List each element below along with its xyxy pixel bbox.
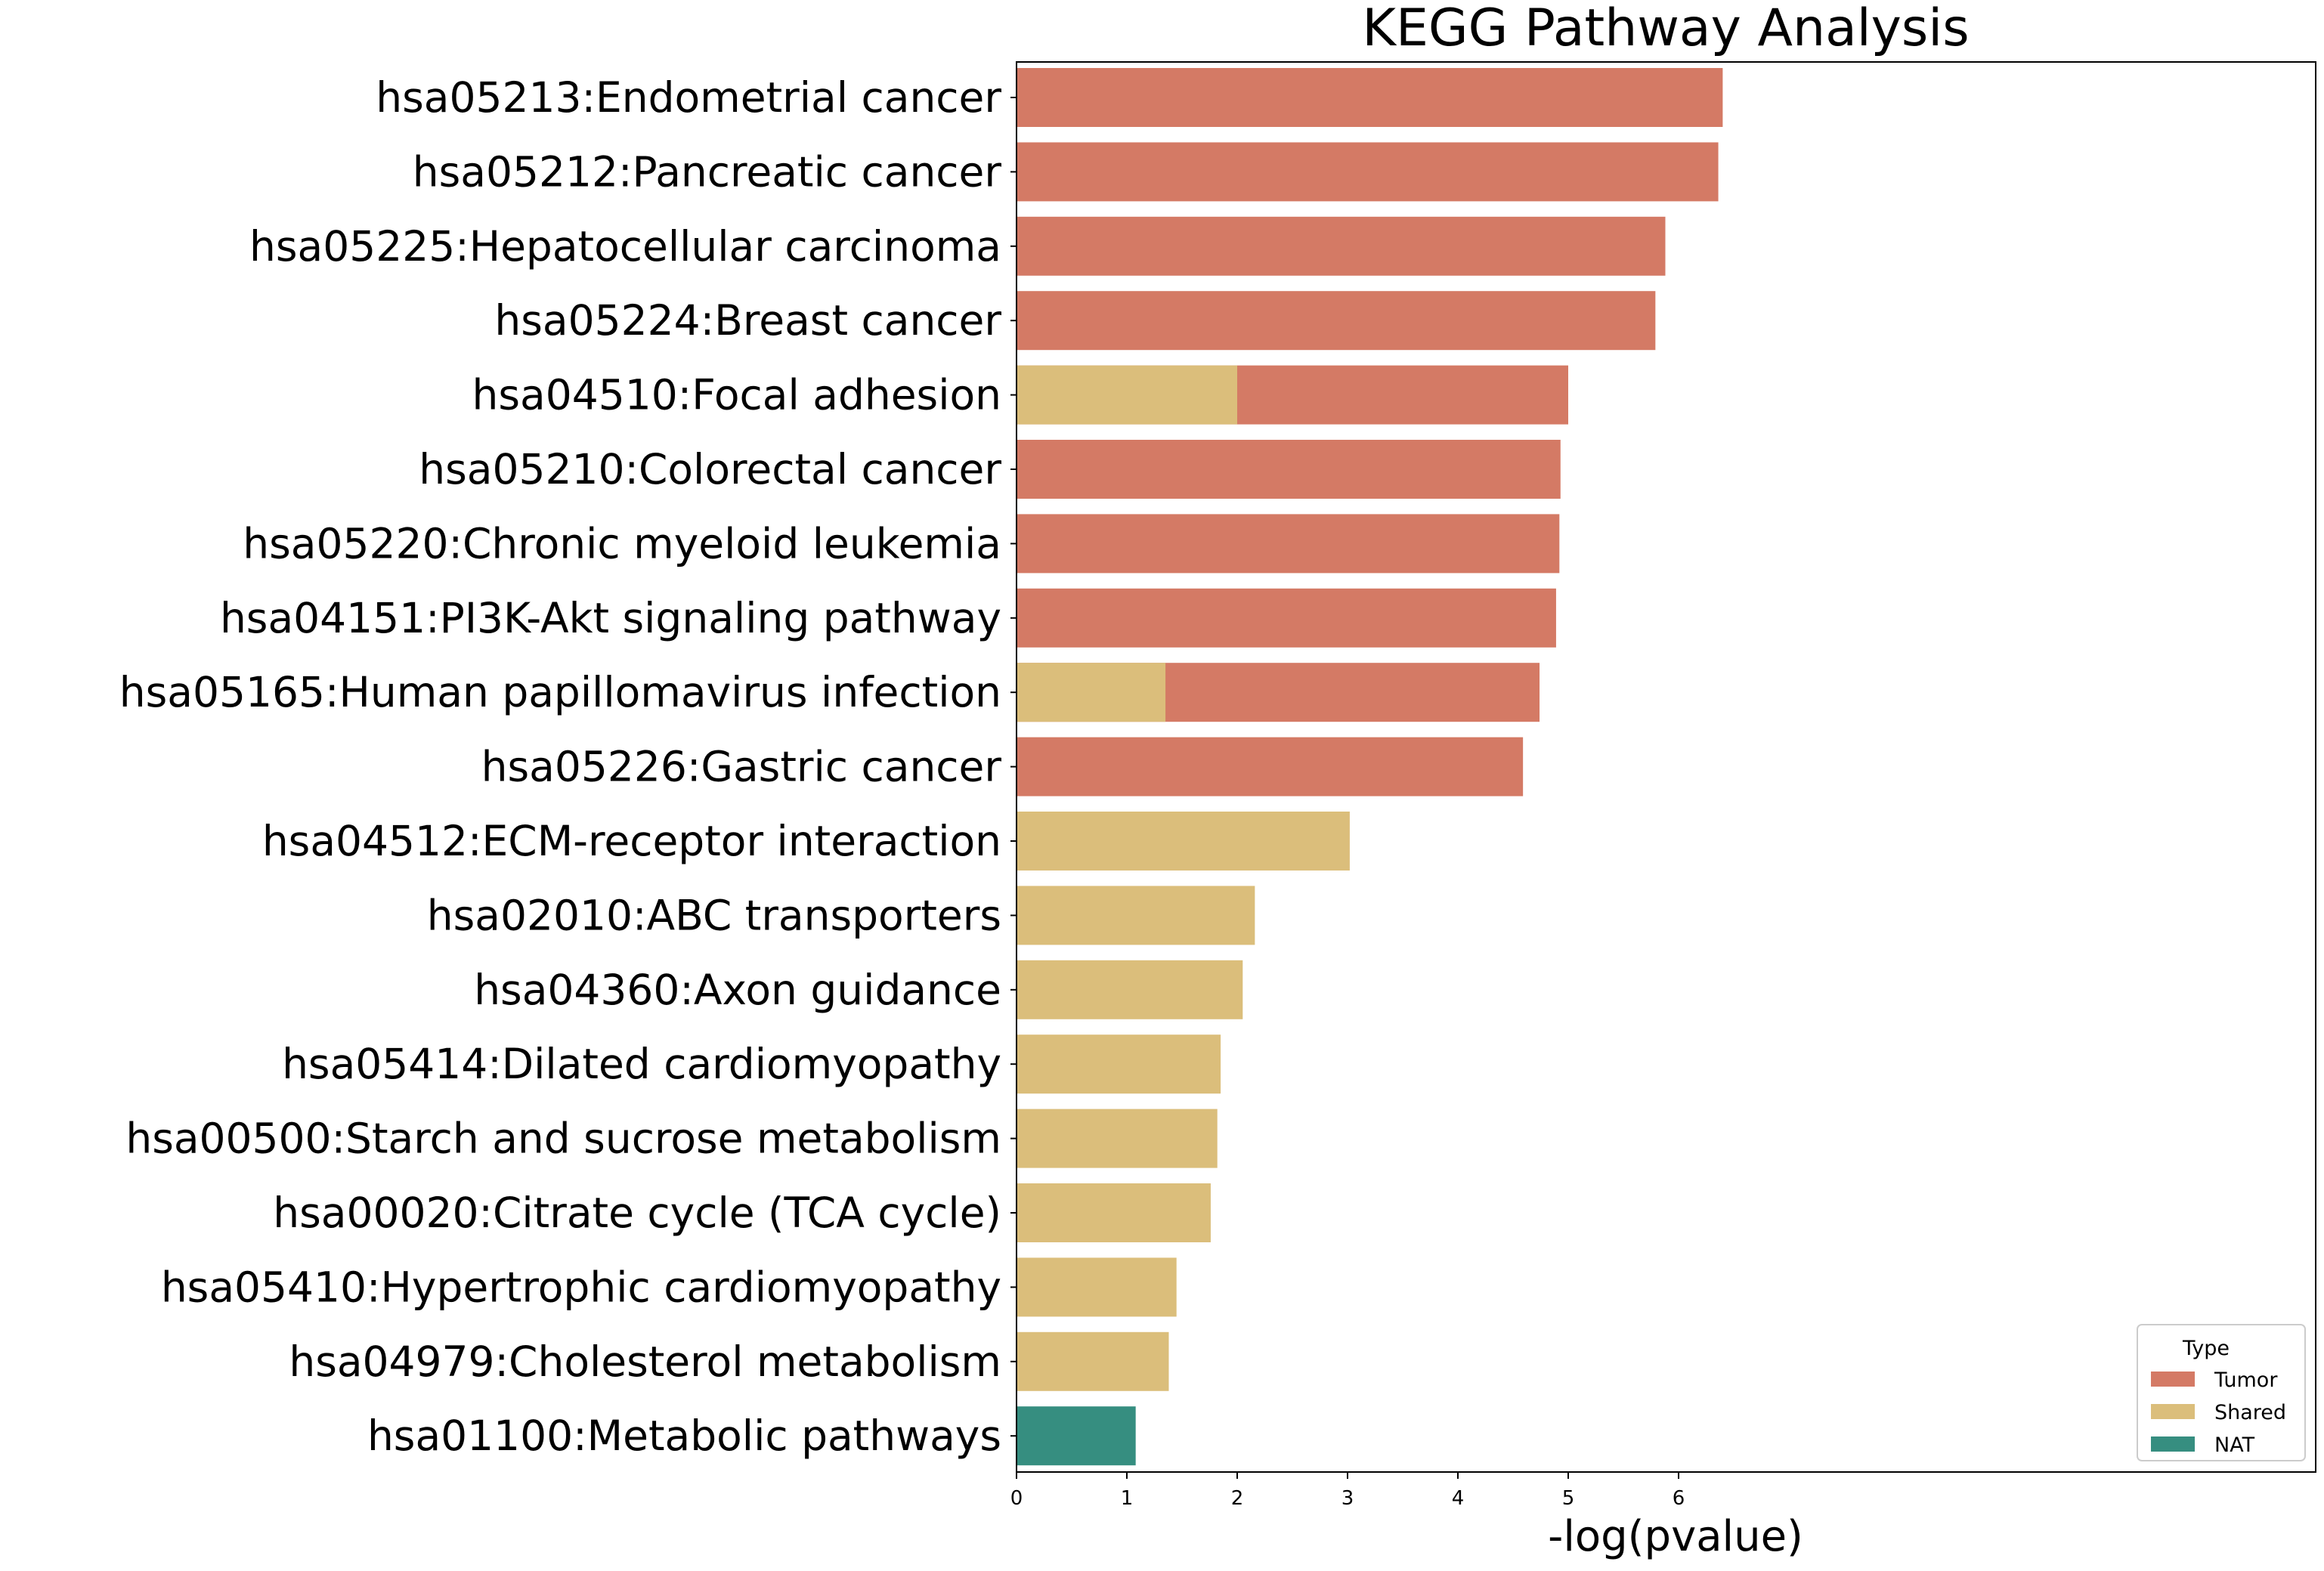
category-label: hsa01100:Metabolic pathways — [367, 1412, 1001, 1460]
bar-shared-10 — [1017, 812, 1350, 871]
category-label: hsa05224:Breast cancer — [494, 296, 1001, 345]
bar-nat-18 — [1017, 1406, 1136, 1466]
x-tick-label: 2 — [1231, 1487, 1244, 1510]
x-tick-label: 3 — [1341, 1487, 1354, 1510]
bar-tumor-3 — [1017, 291, 1656, 351]
bars-group — [1017, 68, 1723, 1466]
bar-tumor-5 — [1017, 440, 1561, 499]
bar-shared-17 — [1017, 1331, 1169, 1391]
x-axis-label: -log(pvalue) — [1548, 1512, 1803, 1561]
x-axis: 0 1 2 3 4 5 6 — [1010, 1472, 1685, 1510]
x-tick-label: 0 — [1010, 1487, 1023, 1510]
category-label: hsa04979:Cholesterol metabolism — [289, 1338, 1001, 1386]
category-label: hsa05410:Hypertrophic cardiomyopathy — [161, 1263, 1001, 1311]
bar-shared-16 — [1017, 1257, 1177, 1317]
bar-tumor-9 — [1017, 737, 1524, 796]
bar-shared-14 — [1017, 1109, 1218, 1168]
plot-frame — [1016, 61, 2316, 1473]
category-label: hsa02010:ABC transporters — [427, 891, 1001, 939]
category-labels: hsa05213:Endometrial cancer hsa05212:Panc… — [119, 73, 1017, 1460]
category-label: hsa04360:Axon guidance — [474, 966, 1001, 1014]
category-label: hsa05210:Colorectal cancer — [419, 445, 1001, 493]
legend-label-nat: NAT — [2214, 1433, 2255, 1457]
x-tick-label: 6 — [1673, 1487, 1685, 1510]
legend-label-shared: Shared — [2214, 1401, 2286, 1424]
chart-title: KEGG Pathway Analysis — [1362, 0, 1969, 58]
legend-title: Type — [2182, 1337, 2230, 1360]
bar-tumor-6 — [1017, 514, 1560, 574]
legend: Type Tumor Shared NAT — [2137, 1324, 2306, 1461]
legend-swatch-nat — [2151, 1436, 2195, 1452]
bar-tumor-2 — [1017, 216, 1666, 276]
bar-tumor-0 — [1017, 68, 1723, 127]
category-label: hsa05225:Hepatocellular carcinoma — [249, 222, 1001, 271]
bar-shared-4 — [1017, 365, 1237, 425]
legend-swatch-shared — [2151, 1404, 2195, 1419]
bar-tumor-7 — [1017, 588, 1556, 648]
legend-label-tumor: Tumor — [2214, 1368, 2278, 1392]
x-tick-label: 5 — [1562, 1487, 1575, 1510]
category-label: hsa05213:Endometrial cancer — [376, 73, 1001, 122]
bar-shared-15 — [1017, 1183, 1211, 1242]
legend-box — [2137, 1324, 2306, 1461]
bar-shared-13 — [1017, 1034, 1221, 1094]
bar-shared-12 — [1017, 960, 1243, 1019]
bar-tumor-1 — [1017, 142, 1719, 202]
bar-shared-8 — [1017, 663, 1166, 722]
category-label: hsa00020:Citrate cycle (TCA cycle) — [273, 1189, 1001, 1237]
x-tick-label: 1 — [1121, 1487, 1134, 1510]
category-label: hsa04512:ECM-receptor interaction — [262, 817, 1001, 865]
category-label: hsa04151:PI3K-Akt signaling pathway — [220, 594, 1001, 642]
category-label: hsa05165:Human papillomavirus infection — [119, 668, 1001, 716]
category-label: hsa05226:Gastric cancer — [481, 743, 1002, 791]
legend-swatch-tumor — [2151, 1372, 2195, 1387]
category-label: hsa00500:Starch and sucrose metabolism — [125, 1115, 1001, 1163]
bar-shared-11 — [1017, 886, 1255, 945]
category-label: hsa05212:Pancreatic cancer — [413, 147, 1002, 196]
category-label: hsa05414:Dilated cardiomyopathy — [282, 1040, 1001, 1088]
category-label: hsa04510:Focal adhesion — [472, 371, 1002, 419]
x-tick-label: 4 — [1452, 1487, 1465, 1510]
category-label: hsa05220:Chronic myeloid leukemia — [243, 519, 1001, 567]
